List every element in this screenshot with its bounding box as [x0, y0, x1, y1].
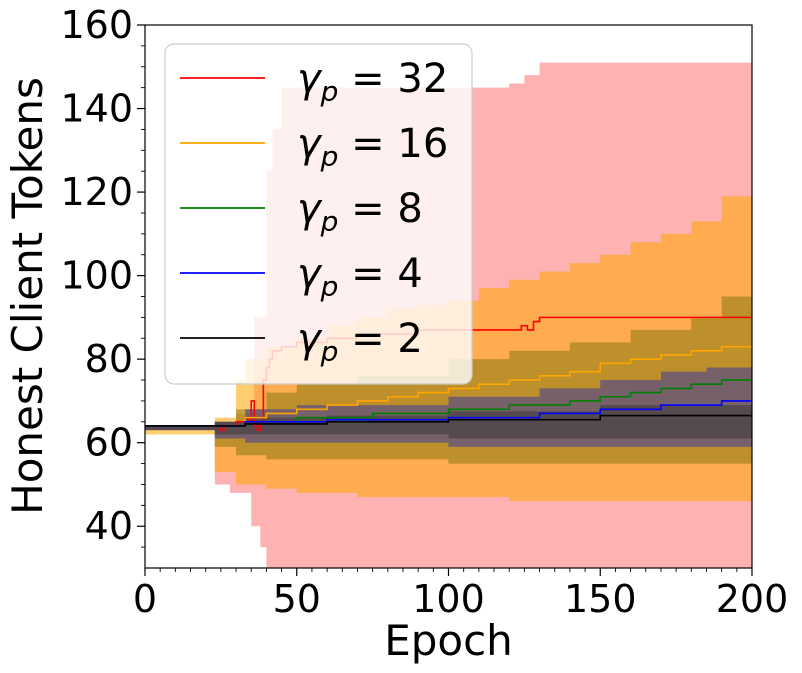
legend-label-1: γp = 16 — [297, 121, 448, 173]
y-tick-label: 140 — [60, 87, 133, 131]
y-axis-label: Honest Client Tokens — [3, 77, 52, 515]
legend-label-2: γp = 8 — [297, 186, 423, 238]
legend-label-0: γp = 32 — [297, 56, 448, 108]
y-tick-label: 40 — [85, 504, 133, 548]
x-tick-label: 0 — [133, 577, 157, 621]
y-tick-label: 120 — [60, 170, 133, 214]
line-series-1 — [145, 345, 752, 427]
y-tick-label: 60 — [85, 421, 133, 465]
legend-label-3: γp = 4 — [297, 251, 423, 303]
legend: γp = 32 γp = 16 γp = 8 γp = 4 γp = 2 — [164, 43, 473, 385]
legend-box — [164, 43, 473, 385]
y-tick-label: 80 — [85, 337, 133, 381]
x-tick-label: 50 — [273, 577, 321, 621]
series-lines — [145, 316, 752, 431]
line-series-4 — [145, 413, 752, 427]
axis-ticks: 0 50 100 150 200 40 60 80 100 120 140 160 — [60, 3, 788, 621]
x-tick-label: 200 — [716, 577, 789, 621]
y-tick-label: 160 — [60, 3, 133, 47]
x-tick-label: 150 — [564, 577, 637, 621]
legend-label-4: γp = 2 — [297, 316, 423, 368]
x-tick-label: 100 — [412, 577, 485, 621]
x-axis-label: Epoch — [384, 616, 513, 665]
y-tick-label: 100 — [60, 254, 133, 298]
